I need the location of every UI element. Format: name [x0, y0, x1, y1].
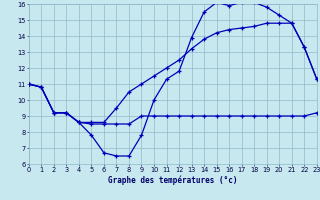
X-axis label: Graphe des températures (°c): Graphe des températures (°c)	[108, 175, 237, 185]
